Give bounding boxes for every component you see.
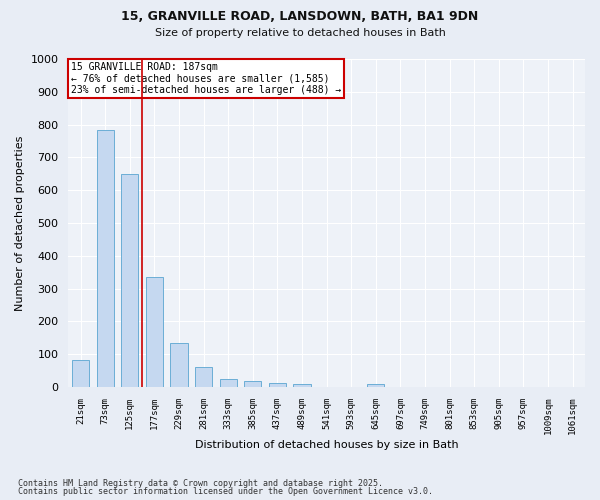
Bar [293,384,311,387]
Bar [269,383,286,387]
Bar [244,380,262,387]
Bar [97,130,114,387]
Bar [72,360,89,387]
Bar [367,384,385,387]
Bar [170,344,188,387]
Text: 15, GRANVILLE ROAD, LANSDOWN, BATH, BA1 9DN: 15, GRANVILLE ROAD, LANSDOWN, BATH, BA1 … [121,10,479,23]
Text: Contains HM Land Registry data © Crown copyright and database right 2025.: Contains HM Land Registry data © Crown c… [18,478,383,488]
Bar [121,174,139,387]
Bar [220,379,237,387]
X-axis label: Distribution of detached houses by size in Bath: Distribution of detached houses by size … [195,440,458,450]
Text: Contains public sector information licensed under the Open Government Licence v3: Contains public sector information licen… [18,487,433,496]
Y-axis label: Number of detached properties: Number of detached properties [15,136,25,310]
Text: 15 GRANVILLE ROAD: 187sqm
← 76% of detached houses are smaller (1,585)
23% of se: 15 GRANVILLE ROAD: 187sqm ← 76% of detac… [71,62,341,96]
Text: Size of property relative to detached houses in Bath: Size of property relative to detached ho… [155,28,445,38]
Bar [195,368,212,387]
Bar [146,277,163,387]
